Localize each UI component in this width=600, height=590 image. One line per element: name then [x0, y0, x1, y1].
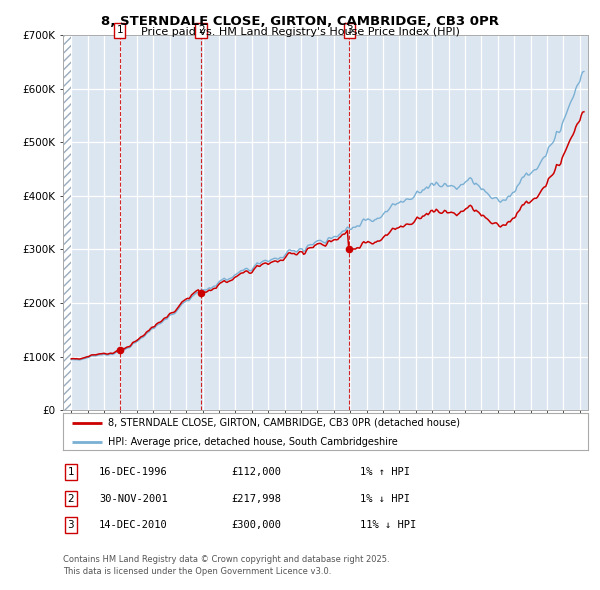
Text: 16-DEC-1996: 16-DEC-1996 [99, 467, 168, 477]
Text: 3: 3 [67, 520, 74, 530]
Text: 2: 2 [198, 25, 205, 35]
Text: 1% ↓ HPI: 1% ↓ HPI [360, 494, 410, 503]
Text: £217,998: £217,998 [231, 494, 281, 503]
Text: Contains HM Land Registry data © Crown copyright and database right 2025.
This d: Contains HM Land Registry data © Crown c… [63, 555, 389, 576]
Text: 2: 2 [67, 494, 74, 503]
Text: £112,000: £112,000 [231, 467, 281, 477]
Text: 3: 3 [346, 25, 353, 35]
Text: 1% ↑ HPI: 1% ↑ HPI [360, 467, 410, 477]
Text: 1: 1 [116, 25, 123, 35]
Text: £300,000: £300,000 [231, 520, 281, 530]
Text: 14-DEC-2010: 14-DEC-2010 [99, 520, 168, 530]
Text: 1: 1 [67, 467, 74, 477]
Text: 8, STERNDALE CLOSE, GIRTON, CAMBRIDGE, CB3 0PR: 8, STERNDALE CLOSE, GIRTON, CAMBRIDGE, C… [101, 15, 499, 28]
Bar [63, 35, 71, 410]
Text: 8, STERNDALE CLOSE, GIRTON, CAMBRIDGE, CB3 0PR (detached house): 8, STERNDALE CLOSE, GIRTON, CAMBRIDGE, C… [107, 418, 460, 428]
Text: Price paid vs. HM Land Registry's House Price Index (HPI): Price paid vs. HM Land Registry's House … [140, 27, 460, 37]
Text: 30-NOV-2001: 30-NOV-2001 [99, 494, 168, 503]
Text: 11% ↓ HPI: 11% ↓ HPI [360, 520, 416, 530]
Text: HPI: Average price, detached house, South Cambridgeshire: HPI: Average price, detached house, Sout… [107, 437, 397, 447]
